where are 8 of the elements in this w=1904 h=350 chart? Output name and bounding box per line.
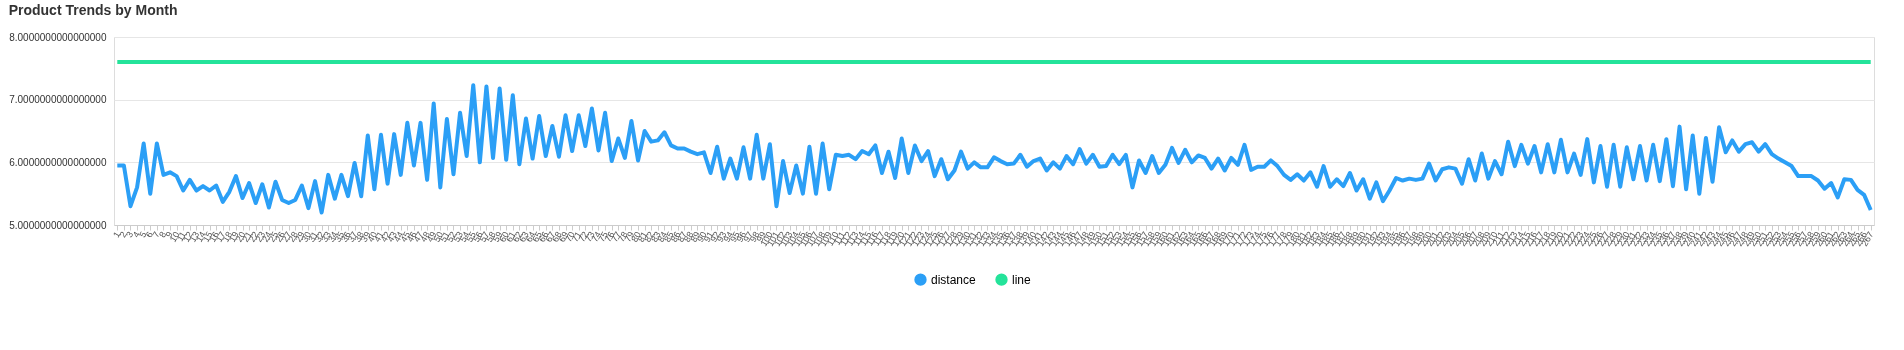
line-series xyxy=(115,83,1873,215)
y-tick-label: 7.0000000000000000 xyxy=(9,94,107,106)
y-tick-label: 6.0000000000000000 xyxy=(9,156,107,168)
y-tick-label: 5.0000000000000000 xyxy=(9,219,107,231)
y-tick-label: 8.0000000000000000 xyxy=(9,31,107,43)
chart-title: Product Trends by Month xyxy=(8,2,178,18)
legend-label: line xyxy=(1012,272,1032,287)
legend-label: distance xyxy=(931,272,977,287)
